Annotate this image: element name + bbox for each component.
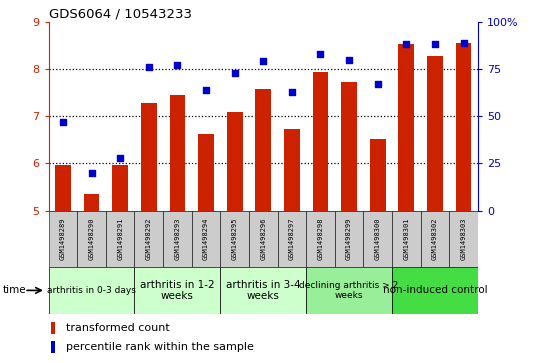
Bar bbox=[427, 56, 443, 211]
Text: GSM1498301: GSM1498301 bbox=[403, 217, 409, 260]
Bar bbox=[220, 211, 249, 267]
Text: non-induced control: non-induced control bbox=[383, 285, 487, 295]
Point bbox=[459, 40, 468, 45]
Text: percentile rank within the sample: percentile rank within the sample bbox=[66, 342, 254, 352]
Bar bbox=[55, 165, 71, 211]
Point bbox=[259, 58, 267, 64]
Bar bbox=[77, 211, 106, 267]
Text: transformed count: transformed count bbox=[66, 323, 170, 333]
Bar bbox=[255, 89, 271, 211]
Point bbox=[345, 57, 353, 62]
Bar bbox=[249, 211, 278, 267]
Point bbox=[116, 155, 124, 160]
Text: GSM1498294: GSM1498294 bbox=[203, 217, 209, 260]
Bar bbox=[49, 211, 77, 267]
Bar bbox=[341, 82, 357, 211]
Text: GSM1498296: GSM1498296 bbox=[260, 217, 266, 260]
Text: GSM1498289: GSM1498289 bbox=[60, 217, 66, 260]
Text: GSM1498300: GSM1498300 bbox=[375, 217, 381, 260]
Point bbox=[316, 51, 325, 57]
Point bbox=[202, 87, 211, 93]
Bar bbox=[456, 43, 471, 211]
Bar bbox=[370, 139, 386, 211]
Text: arthritis in 0-3 days: arthritis in 0-3 days bbox=[47, 286, 136, 295]
Bar bbox=[112, 165, 128, 211]
Text: GSM1498299: GSM1498299 bbox=[346, 217, 352, 260]
Bar bbox=[141, 103, 157, 211]
Point bbox=[430, 41, 439, 47]
Text: GSM1498302: GSM1498302 bbox=[432, 217, 438, 260]
Text: GDS6064 / 10543233: GDS6064 / 10543233 bbox=[49, 8, 192, 21]
Text: GSM1498292: GSM1498292 bbox=[146, 217, 152, 260]
Text: GSM1498303: GSM1498303 bbox=[461, 217, 467, 260]
Bar bbox=[51, 322, 55, 334]
Bar bbox=[306, 267, 392, 314]
Text: arthritis in 3-4
weeks: arthritis in 3-4 weeks bbox=[226, 280, 301, 301]
Bar bbox=[335, 211, 363, 267]
Point bbox=[402, 41, 410, 47]
Point bbox=[373, 81, 382, 87]
Bar bbox=[227, 113, 242, 211]
Bar bbox=[49, 267, 134, 314]
Bar bbox=[106, 211, 134, 267]
Text: GSM1498291: GSM1498291 bbox=[117, 217, 123, 260]
Bar bbox=[278, 211, 306, 267]
Text: GSM1498297: GSM1498297 bbox=[289, 217, 295, 260]
Bar bbox=[399, 44, 414, 211]
Bar bbox=[313, 72, 328, 211]
Bar bbox=[170, 95, 185, 211]
Text: time: time bbox=[3, 285, 26, 295]
Point bbox=[230, 70, 239, 76]
Bar bbox=[192, 211, 220, 267]
Point bbox=[287, 89, 296, 94]
Bar bbox=[163, 211, 192, 267]
Point bbox=[144, 64, 153, 70]
Text: declining arthritis > 2
weeks: declining arthritis > 2 weeks bbox=[300, 281, 399, 300]
Point bbox=[173, 62, 181, 68]
Bar bbox=[220, 267, 306, 314]
Bar bbox=[134, 211, 163, 267]
Bar bbox=[421, 211, 449, 267]
Bar bbox=[306, 211, 335, 267]
Text: GSM1498290: GSM1498290 bbox=[89, 217, 94, 260]
Bar bbox=[392, 211, 421, 267]
Text: GSM1498298: GSM1498298 bbox=[318, 217, 323, 260]
Text: GSM1498295: GSM1498295 bbox=[232, 217, 238, 260]
Bar bbox=[84, 194, 99, 211]
Text: GSM1498293: GSM1498293 bbox=[174, 217, 180, 260]
Point bbox=[87, 170, 96, 176]
Bar bbox=[284, 129, 300, 211]
Bar bbox=[449, 211, 478, 267]
Bar bbox=[392, 267, 478, 314]
Bar bbox=[198, 134, 214, 211]
Text: arthritis in 1-2
weeks: arthritis in 1-2 weeks bbox=[140, 280, 215, 301]
Bar bbox=[51, 341, 55, 353]
Point bbox=[59, 119, 68, 125]
Bar bbox=[134, 267, 220, 314]
Bar bbox=[363, 211, 392, 267]
